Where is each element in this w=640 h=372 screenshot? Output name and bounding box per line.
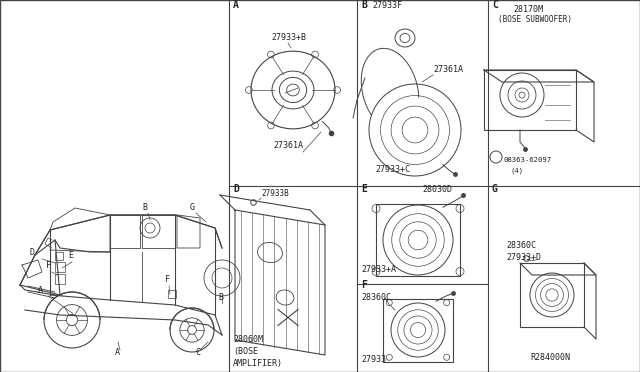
Text: 28030D: 28030D — [422, 185, 452, 194]
Text: D: D — [233, 184, 239, 194]
Bar — [55, 274, 65, 284]
Bar — [484, 70, 576, 130]
Text: 27361A: 27361A — [433, 65, 463, 74]
Text: E: E — [361, 184, 367, 194]
Text: (4): (4) — [510, 167, 523, 173]
Text: A: A — [38, 286, 73, 313]
Text: (BOSE SUBWOOFER): (BOSE SUBWOOFER) — [498, 15, 572, 24]
Text: 27933: 27933 — [361, 355, 386, 364]
Text: 08363-62097: 08363-62097 — [503, 157, 551, 163]
Text: F: F — [361, 280, 367, 290]
Text: E: E — [68, 251, 73, 260]
Text: B: B — [142, 203, 147, 212]
Text: F: F — [165, 275, 170, 284]
Text: A: A — [233, 0, 239, 10]
Text: 27933+B: 27933+B — [271, 33, 306, 42]
Text: G: G — [492, 184, 498, 194]
Bar — [520, 263, 584, 327]
Text: C: C — [195, 348, 200, 357]
Text: 27933B: 27933B — [261, 189, 289, 198]
Text: 28360C: 28360C — [506, 241, 536, 250]
Text: 27361A: 27361A — [273, 141, 303, 150]
Text: G: G — [190, 203, 195, 212]
Text: 28060M: 28060M — [233, 335, 263, 344]
Text: 27933+D: 27933+D — [506, 253, 541, 262]
Text: 27933+A: 27933+A — [361, 265, 396, 274]
Text: 27933F: 27933F — [372, 1, 402, 10]
Text: B: B — [218, 293, 223, 302]
Bar — [383, 298, 453, 362]
Text: 28360C: 28360C — [361, 293, 391, 302]
Text: R284000N: R284000N — [530, 353, 570, 362]
Text: 28170M: 28170M — [513, 5, 543, 14]
Text: C: C — [492, 0, 498, 10]
Text: D: D — [30, 248, 35, 257]
Text: (BOSE: (BOSE — [233, 347, 258, 356]
Text: B: B — [361, 0, 367, 10]
Bar — [376, 204, 460, 276]
Bar — [55, 262, 65, 272]
Text: F: F — [46, 261, 51, 270]
Text: A: A — [115, 348, 120, 357]
Bar — [55, 252, 63, 260]
Bar — [168, 290, 176, 298]
Text: 27933+C: 27933+C — [375, 165, 410, 174]
Text: AMPLIFIER): AMPLIFIER) — [233, 359, 283, 368]
